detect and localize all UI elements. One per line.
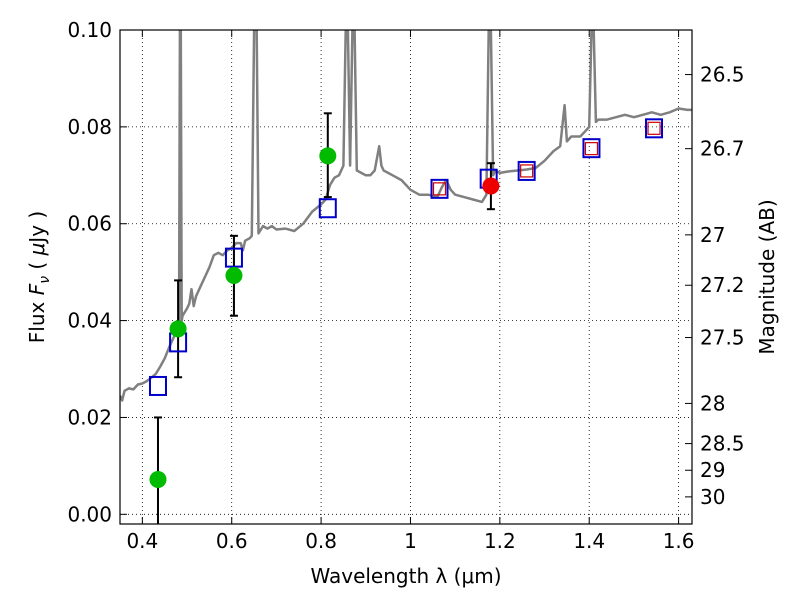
model-square-marker <box>582 138 601 159</box>
y-label-part: Flux <box>25 295 49 343</box>
model-inner-square-marker <box>647 121 661 135</box>
x-axis-label: Wavelength λ (μm) <box>310 564 501 588</box>
y2-axis-label: Magnitude (AB) <box>755 199 779 354</box>
mag-tick-label: 30 <box>700 485 725 509</box>
model-square-marker <box>645 118 664 139</box>
x-tick-label: 1.4 <box>573 529 605 553</box>
plot-area <box>120 30 692 524</box>
axes: 0.4 0.6 0.8 1 1.2 1.4 1.6 0.00 0.02 0.04 0.06 0.08 0… <box>67 18 744 553</box>
photometry-point <box>319 147 337 165</box>
model-square-marker <box>430 178 449 199</box>
x-tick-label: 1.6 <box>663 529 695 553</box>
model-square-marker <box>148 375 167 396</box>
y-tick-label: 0.04 <box>67 309 112 333</box>
y-tick-label: 0.10 <box>67 18 112 42</box>
model-square-marker <box>517 160 536 181</box>
model-square-marker <box>318 198 337 219</box>
model-inner-square-marker <box>432 182 447 196</box>
y-label-part: ( <box>25 255 49 276</box>
mag-tick-label: 26.7 <box>700 137 745 161</box>
model-inner-square-marker <box>584 142 599 156</box>
mag-tick-label: 29 <box>700 458 725 482</box>
y-tick-label: 0.06 <box>67 212 112 236</box>
x-tick-label: 1 <box>404 529 417 553</box>
mag-tick-label: 27.2 <box>700 273 745 297</box>
mag-tick-label: 28 <box>700 391 725 415</box>
y-axis-label: Flux Fν ( μJy ) <box>25 211 53 343</box>
x-tick-label: 0.4 <box>126 529 158 553</box>
y-label-part: Jy ) <box>25 211 49 245</box>
model-square-marker <box>224 247 243 268</box>
mag-tick-label: 28.5 <box>700 432 745 456</box>
y-tick-label: 0.08 <box>67 115 112 139</box>
photometry-point <box>482 177 500 195</box>
y-label-part: F <box>25 283 49 295</box>
x-tick-label: 1.2 <box>484 529 516 553</box>
y-label-part: ν <box>37 276 53 284</box>
mag-tick-label: 26.5 <box>700 63 745 87</box>
mag-tick-label: 27 <box>700 223 725 247</box>
mag-tick-label: 27.5 <box>700 326 745 350</box>
x-tick-label: 0.8 <box>305 529 337 553</box>
photometry-point <box>169 320 187 338</box>
y-tick-label: 0.02 <box>67 405 112 429</box>
y-tick-label: 0.00 <box>67 502 112 526</box>
model-inner-square-marker <box>520 164 534 178</box>
x-tick-label: 0.6 <box>216 529 248 553</box>
photometry-point <box>225 267 243 285</box>
template-spectrum-line <box>120 30 692 402</box>
plot-frame <box>119 29 693 525</box>
photometry-point <box>149 470 167 488</box>
y-label-part: μ <box>25 243 49 257</box>
